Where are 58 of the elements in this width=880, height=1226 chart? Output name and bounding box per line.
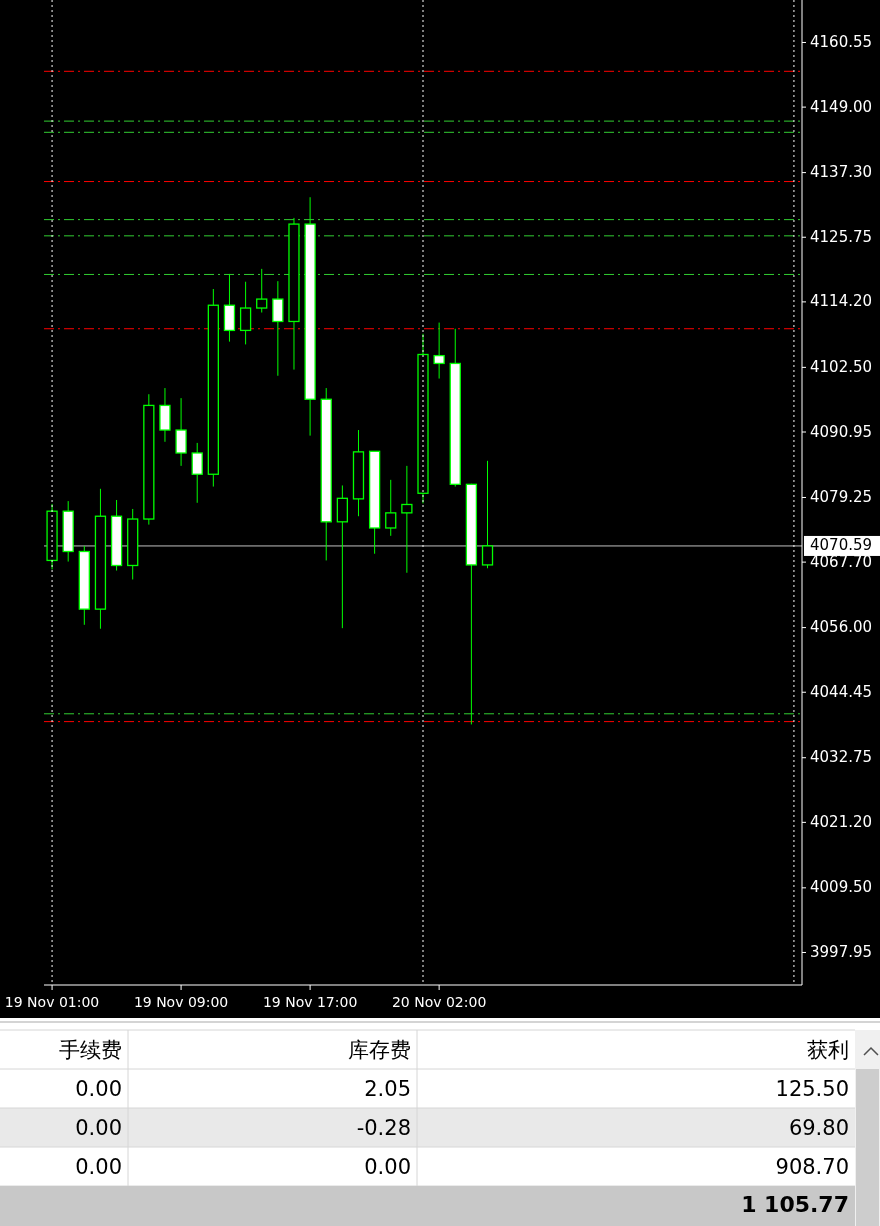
y-tick-label: 4102.50 <box>810 357 873 376</box>
text: 2.05 <box>364 1076 411 1101</box>
x-tick-label: 19 Nov 17:00 <box>262 994 358 1010</box>
candlestick <box>127 508 139 580</box>
candlestick <box>433 322 445 380</box>
candlestick <box>304 196 316 437</box>
candlestick <box>336 484 349 629</box>
candlestick <box>239 281 252 345</box>
y-tick-label: 3997.95 <box>810 942 873 961</box>
y-tick-label: 4114.20 <box>810 292 873 311</box>
candlestick <box>449 328 461 488</box>
candlestick <box>46 503 58 570</box>
y-tick-label: 4056.00 <box>810 618 873 637</box>
text: 69.80 <box>788 1115 849 1140</box>
candlestick <box>191 442 203 504</box>
y-tick-label: 4090.95 <box>810 422 873 441</box>
y-tick-label: 4160.55 <box>810 32 873 51</box>
y-tick-label: 4149.00 <box>810 97 873 116</box>
category-label: 库存费 <box>348 1037 411 1062</box>
candlestick <box>401 465 413 574</box>
price-label: 4070.59 <box>804 535 880 556</box>
y-tick-label: 4125.75 <box>810 227 873 246</box>
text: 0.00 <box>75 1115 122 1140</box>
text: 0.00 <box>75 1154 122 1179</box>
text: 0.00 <box>364 1154 411 1179</box>
ref-line-label: 4070.59 <box>810 536 873 555</box>
candlestick <box>417 333 429 504</box>
candlestick <box>175 397 187 467</box>
y-tick-label: 4032.75 <box>810 748 873 767</box>
candlestick <box>272 280 284 377</box>
candlestick <box>288 217 300 371</box>
text: 1 105.77 <box>741 1192 849 1217</box>
y-tick-label: 4137.30 <box>810 163 873 182</box>
y-tick-label: 4079.25 <box>810 487 873 506</box>
text: 125.50 <box>775 1076 849 1101</box>
text: 0.00 <box>75 1076 122 1101</box>
x-tick-label: 19 Nov 01:00 <box>4 994 100 1010</box>
text: 908.70 <box>775 1154 849 1179</box>
x-tick-label: 19 Nov 09:00 <box>133 994 229 1010</box>
candlestick <box>320 387 332 561</box>
candlestick <box>481 460 494 569</box>
y-tick-label: 4009.50 <box>810 878 873 897</box>
candlestick <box>94 488 107 630</box>
y-tick-label: 4044.45 <box>810 682 873 701</box>
candlestick <box>385 479 397 537</box>
candlestick <box>159 387 171 443</box>
text: -0.28 <box>356 1115 411 1140</box>
candlestick <box>110 499 123 572</box>
candlestick <box>62 500 74 563</box>
candlestick <box>143 393 155 526</box>
candlestick <box>352 429 365 517</box>
category-label: 获利 <box>807 1037 849 1062</box>
candlestick <box>256 268 268 314</box>
x-tick-label: 20 Nov 02:00 <box>391 994 487 1010</box>
candlestick <box>223 273 236 343</box>
candlestick <box>207 288 219 488</box>
category-label: 手续费 <box>59 1037 122 1062</box>
y-tick-label: 4021.20 <box>810 812 873 831</box>
